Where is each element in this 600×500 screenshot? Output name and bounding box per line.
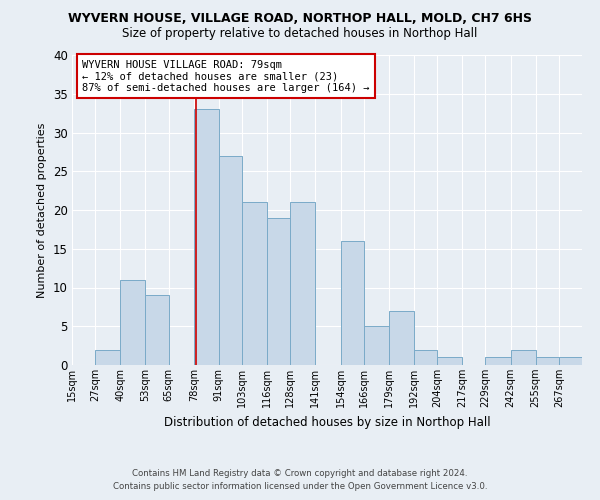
Bar xyxy=(559,357,582,365)
Bar xyxy=(414,350,437,365)
Text: WYVERN HOUSE, VILLAGE ROAD, NORTHOP HALL, MOLD, CH7 6HS: WYVERN HOUSE, VILLAGE ROAD, NORTHOP HALL… xyxy=(68,12,532,26)
Bar xyxy=(95,350,120,365)
X-axis label: Distribution of detached houses by size in Northop Hall: Distribution of detached houses by size … xyxy=(164,416,490,428)
Bar xyxy=(485,357,511,365)
Bar xyxy=(267,218,290,365)
Y-axis label: Number of detached properties: Number of detached properties xyxy=(37,122,47,298)
Bar xyxy=(437,357,462,365)
Bar xyxy=(242,202,267,365)
Bar xyxy=(290,202,316,365)
Bar xyxy=(219,156,242,365)
Bar xyxy=(194,110,219,365)
Bar xyxy=(341,241,364,365)
Bar xyxy=(364,326,389,365)
Bar xyxy=(120,280,145,365)
Bar xyxy=(536,357,559,365)
Text: Size of property relative to detached houses in Northop Hall: Size of property relative to detached ho… xyxy=(122,28,478,40)
Bar xyxy=(389,310,414,365)
Bar xyxy=(145,295,169,365)
Text: Contains HM Land Registry data © Crown copyright and database right 2024.
Contai: Contains HM Land Registry data © Crown c… xyxy=(113,469,487,491)
Bar xyxy=(511,350,536,365)
Text: WYVERN HOUSE VILLAGE ROAD: 79sqm
← 12% of detached houses are smaller (23)
87% o: WYVERN HOUSE VILLAGE ROAD: 79sqm ← 12% o… xyxy=(82,60,370,93)
